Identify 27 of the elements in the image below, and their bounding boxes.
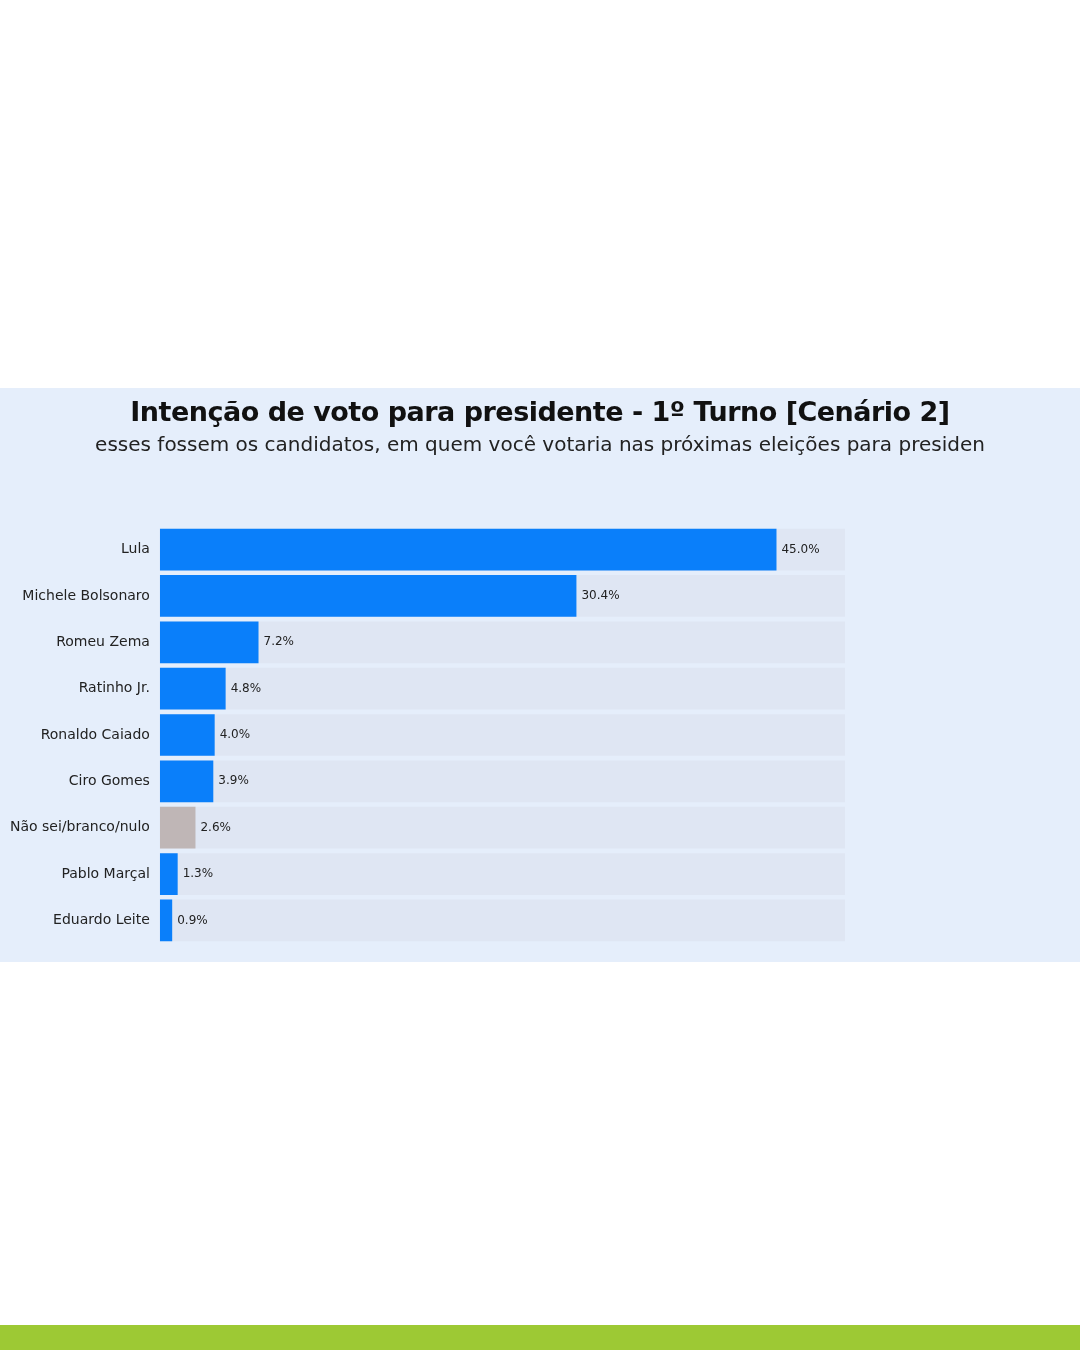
data-label: 1.3% xyxy=(182,866,214,881)
bar xyxy=(159,621,259,664)
bar xyxy=(159,667,226,710)
data-label: 45.0% xyxy=(781,541,820,556)
data-label: 7.2% xyxy=(263,634,295,649)
y-tick-label: Michele Bolsonaro xyxy=(22,586,150,603)
data-label: 4.0% xyxy=(219,727,251,742)
chart-title: Intenção de voto para presidente - 1º Turno [Cenário 2] xyxy=(129,396,951,427)
y-tick-label: Ciro Gomes xyxy=(68,772,150,788)
y-tick-label: Não sei/branco/nulo xyxy=(10,818,150,835)
y-tick-label: Ronaldo Caiado xyxy=(40,725,150,742)
data-label: 4.8% xyxy=(230,680,262,695)
bar xyxy=(159,714,215,756)
data-label: 0.9% xyxy=(177,912,208,927)
bar xyxy=(159,806,196,849)
y-tick-label: Romeu Zema xyxy=(56,632,150,649)
bar xyxy=(159,853,178,895)
y-tick-label: Ratinho Jr. xyxy=(78,679,150,696)
data-label: 3.9% xyxy=(218,773,249,788)
chart-subtitle: esses fossem os candidatos, em quem você votaria nas próximas eleições para presiden xyxy=(94,432,986,456)
data-label: 30.4% xyxy=(581,588,620,603)
bar xyxy=(159,760,214,803)
data-label: 2.6% xyxy=(200,819,231,834)
bar xyxy=(159,899,173,942)
y-tick-label: Eduardo Leite xyxy=(53,911,150,928)
y-tick-label: Lula xyxy=(120,540,150,557)
y-tick-label: Pablo Marçal xyxy=(61,864,150,881)
